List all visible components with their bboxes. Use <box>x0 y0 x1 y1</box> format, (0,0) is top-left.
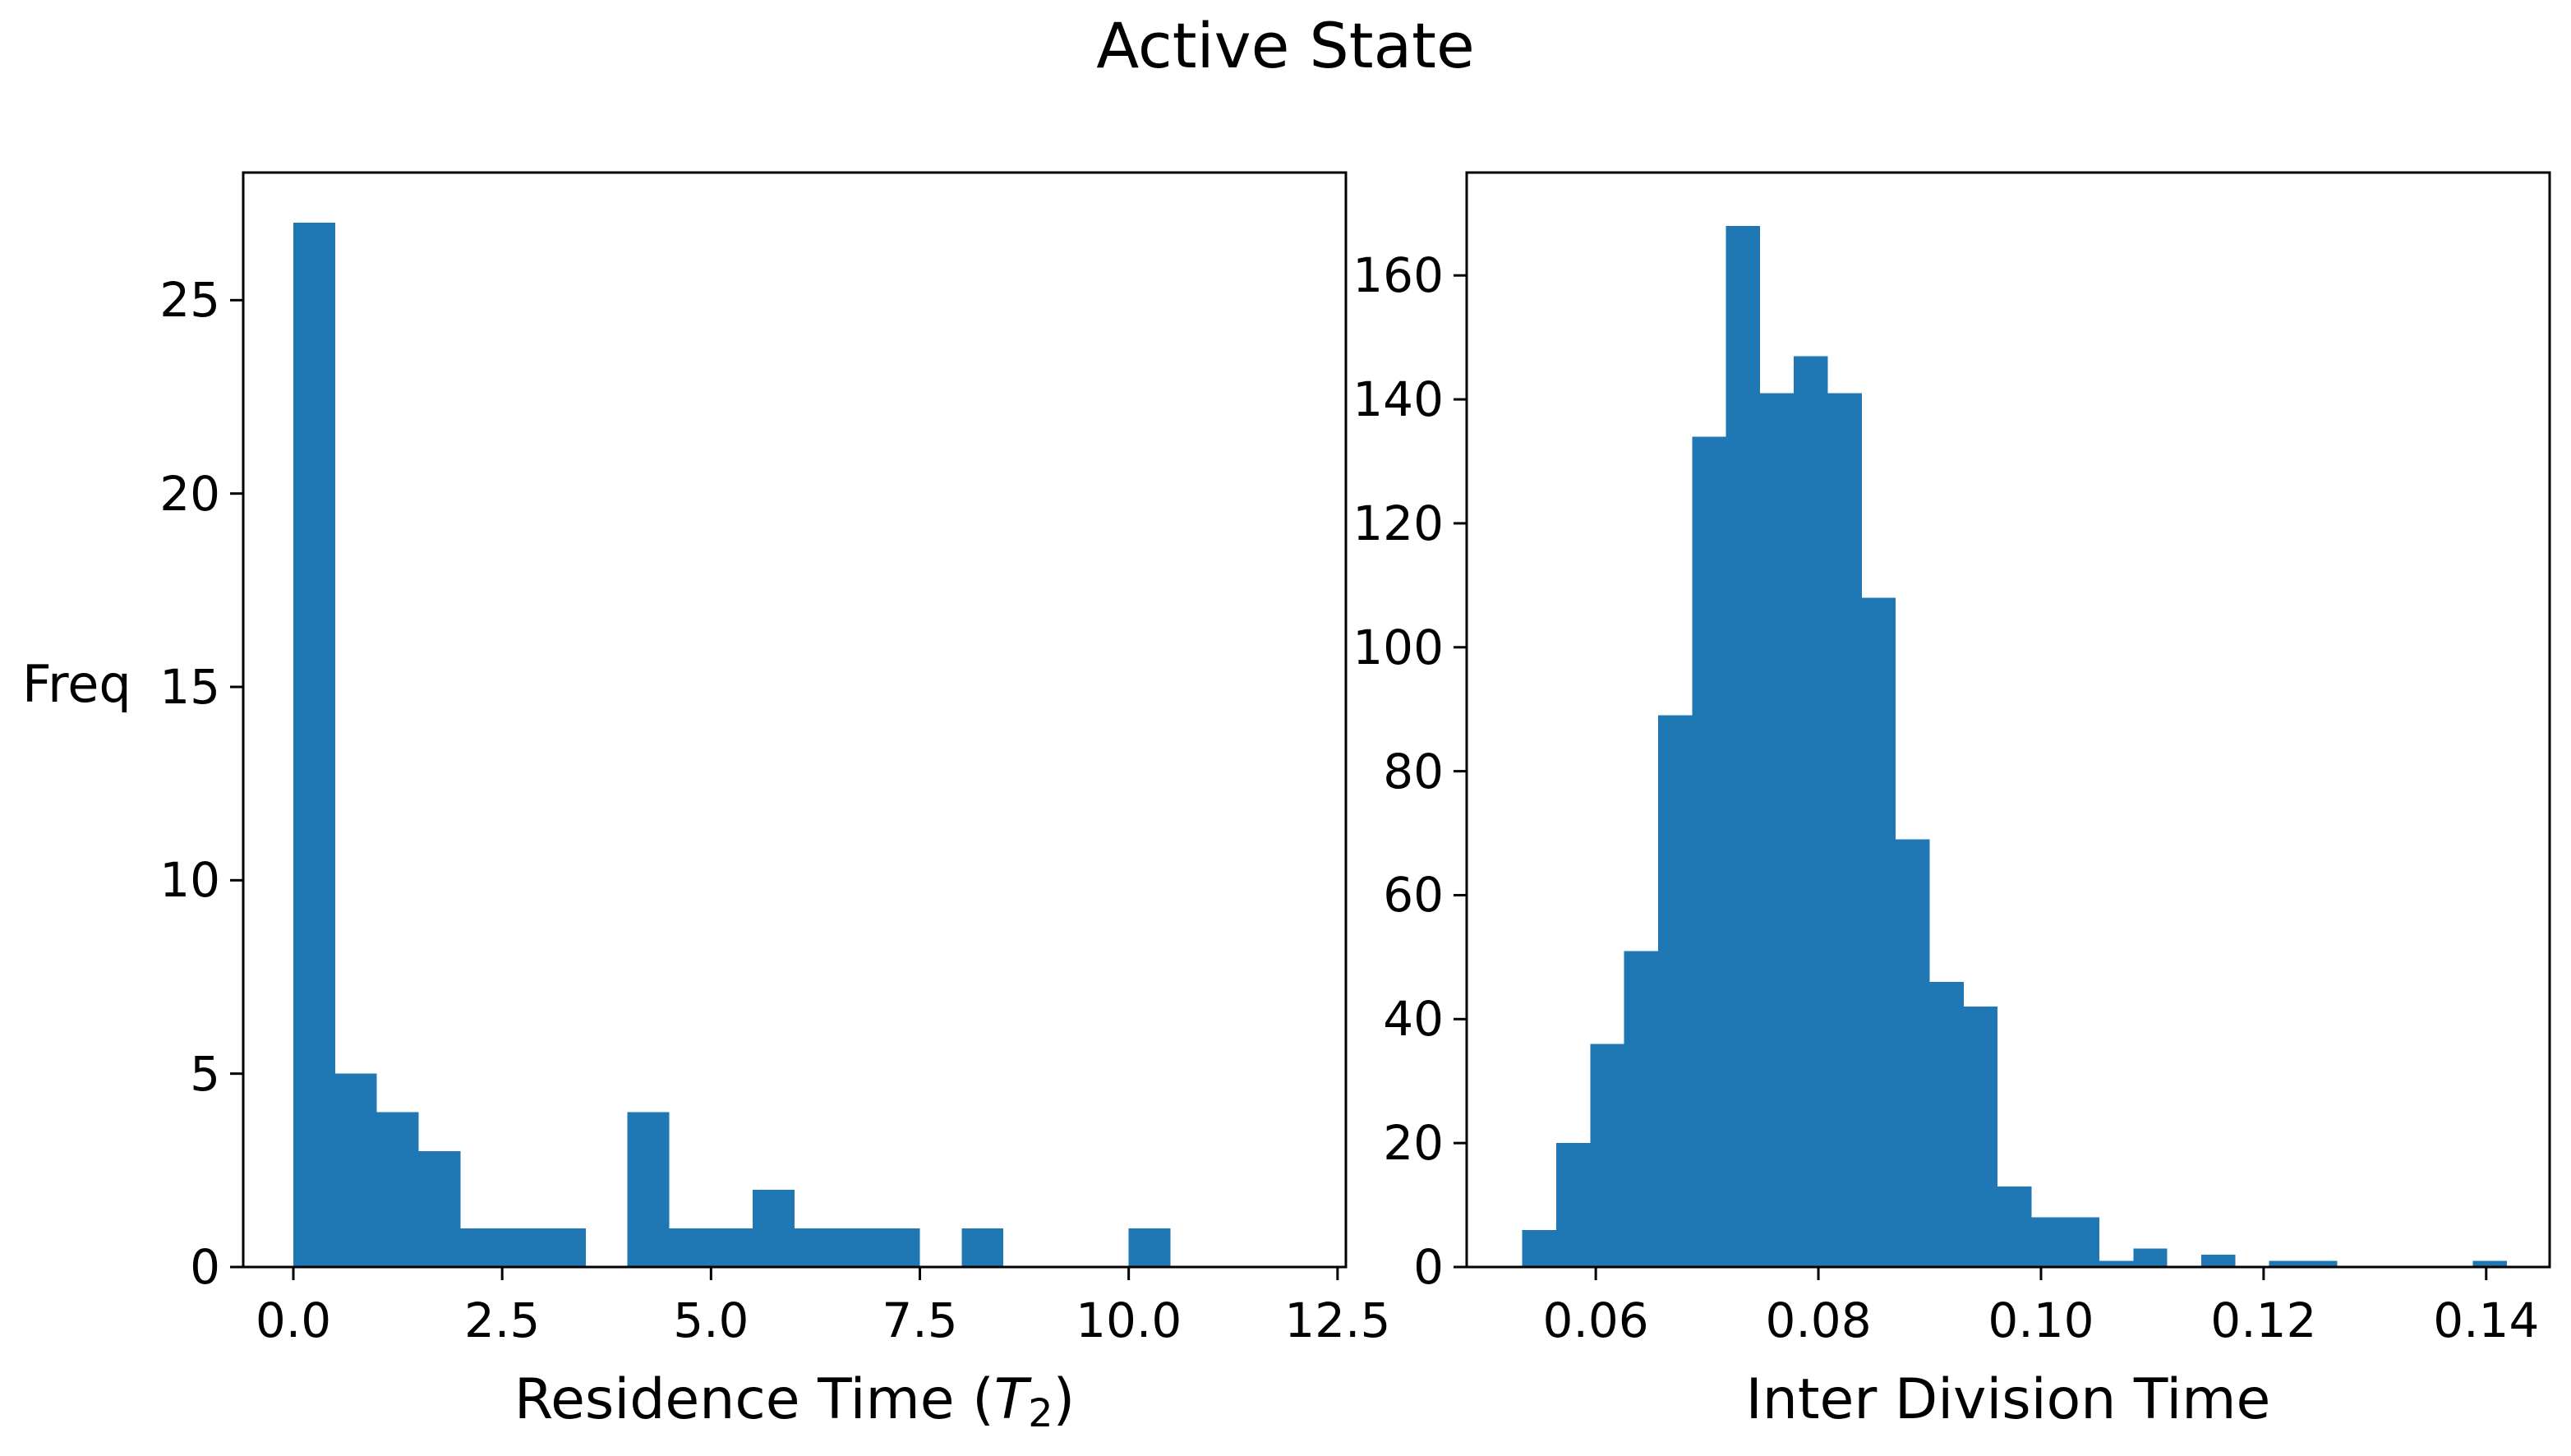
histogram-bar <box>1624 951 1658 1267</box>
histogram-bar <box>2099 1260 2134 1267</box>
histogram-bar <box>418 1150 461 1267</box>
histogram-bar <box>1896 839 1930 1267</box>
y-tick-label: 5 <box>190 1045 220 1102</box>
y-tick-label: 60 <box>1383 867 1444 924</box>
histogram-bar <box>293 223 335 1268</box>
y-tick-label: 80 <box>1383 743 1444 799</box>
y-tick-label: 0 <box>1413 1239 1444 1295</box>
histogram-bar <box>1590 1044 1624 1267</box>
histogram-bar <box>1929 982 1964 1267</box>
residence-time-histogram <box>230 171 1348 1280</box>
histogram-bar <box>711 1228 753 1267</box>
y-tick-label: 40 <box>1383 991 1444 1048</box>
y-tick-label: 15 <box>159 658 220 715</box>
histogram-bar <box>2201 1254 2236 1267</box>
histogram-bar <box>2302 1260 2338 1267</box>
y-tick-label: 20 <box>159 465 220 522</box>
histogram-bar <box>1726 225 1760 1267</box>
x-tick-label: 0.14 <box>2433 1292 2540 1348</box>
x-tick-label: 0.10 <box>1988 1292 2094 1348</box>
x-tick-label: 0.08 <box>1765 1292 1872 1348</box>
histogram-bar <box>878 1228 920 1267</box>
histogram-bar <box>1997 1186 2032 1267</box>
y-tick-label: 20 <box>1383 1115 1444 1172</box>
histogram-bar <box>1794 356 1828 1267</box>
histogram-bar <box>1128 1228 1171 1267</box>
histogram-bar <box>334 1073 377 1267</box>
x-tick-label: 2.5 <box>464 1292 541 1348</box>
y-tick-label: 0 <box>190 1239 220 1295</box>
x-tick-label: 5.0 <box>673 1292 749 1348</box>
histogram-bar <box>2065 1217 2100 1267</box>
figure-title: Active State <box>1096 9 1475 82</box>
histogram-bar <box>460 1228 503 1267</box>
histogram-bar <box>753 1189 795 1267</box>
histogram-bar <box>1657 715 1693 1267</box>
histogram-bar <box>2472 1260 2507 1267</box>
x-tick-label: 10.0 <box>1076 1292 1182 1348</box>
y-axis-label: Freq <box>22 654 131 714</box>
x-tick-label: 0.12 <box>2210 1292 2317 1348</box>
histogram-bar <box>376 1112 419 1267</box>
histogram-bar <box>544 1228 586 1267</box>
histogram-bar <box>961 1228 1004 1267</box>
histogram-bar <box>1759 393 1795 1267</box>
x-tick-label: 0.0 <box>255 1292 332 1348</box>
histogram-bar <box>502 1228 544 1267</box>
histogram-bar <box>795 1228 836 1267</box>
histogram-bar <box>1861 597 1896 1267</box>
plot-frame <box>242 171 1348 1269</box>
histogram-bar <box>836 1228 878 1267</box>
x-tick-label: 7.5 <box>882 1292 958 1348</box>
x-axis-label: Inter Division Time <box>1745 1367 2271 1432</box>
histogram-bar <box>627 1112 670 1267</box>
histogram-bar <box>1692 436 1726 1267</box>
histogram-bar <box>1963 1007 1998 1267</box>
histogram-bar <box>1522 1229 1557 1267</box>
y-tick-label: 160 <box>1352 247 1444 304</box>
y-tick-label: 140 <box>1352 371 1444 428</box>
x-tick-label: 0.06 <box>1542 1292 1649 1348</box>
x-axis-label: Residence Time (T2) <box>514 1367 1076 1437</box>
histogram-bar <box>669 1228 712 1267</box>
histogram-bar <box>1827 393 1862 1267</box>
histogram-bar <box>2133 1248 2168 1267</box>
y-tick-label: 10 <box>159 852 220 909</box>
inter-division-time-histogram <box>1454 171 2551 1280</box>
y-tick-label: 25 <box>159 272 220 329</box>
y-tick-label: 100 <box>1352 619 1444 675</box>
x-tick-label: 12.5 <box>1284 1292 1391 1348</box>
histogram-bar <box>2031 1217 2066 1267</box>
plot-frame <box>1465 171 2551 1269</box>
histogram-bar <box>2269 1260 2303 1267</box>
histogram-bar <box>1556 1143 1591 1267</box>
y-tick-label: 120 <box>1352 495 1444 551</box>
